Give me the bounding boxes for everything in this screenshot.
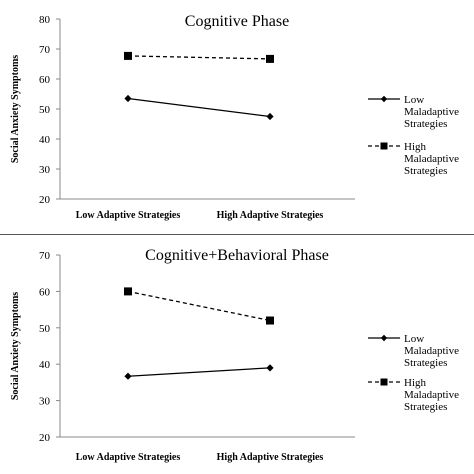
series-line-2: [127, 55, 271, 60]
y-tick-label: 20: [39, 194, 51, 206]
chart-panel-1: Cognitive Phase 20 30 40 50 60 70 80 Social Anxi…: [10, 13, 459, 221]
legend-marker-square: [380, 378, 388, 386]
legend-label: Strategies: [404, 118, 447, 130]
legend-label: Maladaptive: [404, 345, 459, 357]
legend-label: High: [404, 141, 427, 153]
legend-marker-diamond: [380, 334, 388, 342]
y-tick-label: 40: [39, 359, 51, 371]
legend-label: Maladaptive: [404, 106, 459, 118]
series-line-1: [127, 367, 271, 377]
data-point-square: [266, 54, 274, 63]
data-point-square: [124, 51, 132, 60]
y-tick-label: 60: [39, 74, 51, 86]
y-tick-label: 20: [39, 432, 51, 444]
legend-label: Maladaptive: [404, 153, 459, 165]
y-axis-label: Social Anxiety Symptoms: [10, 55, 21, 163]
legend-marker-square: [380, 142, 388, 150]
panel-divider: [0, 234, 474, 235]
y-tick-label: 50: [39, 104, 51, 116]
data-point-diamond: [124, 94, 132, 103]
legend-label: Strategies: [404, 401, 447, 413]
legend-label: High: [404, 377, 427, 389]
data-point-diamond: [124, 372, 132, 380]
legend-label: Low: [404, 94, 424, 106]
data-point-diamond: [266, 112, 274, 121]
series-line-1: [127, 97, 271, 118]
y-tick-label: 30: [39, 396, 51, 408]
data-point-square: [266, 316, 274, 325]
y-tick-label: 70: [39, 44, 51, 56]
data-point-square: [124, 287, 132, 296]
y-axis-label: Social Anxiety Symptoms: [10, 292, 21, 400]
legend-label: Maladaptive: [404, 389, 459, 401]
chart-title: Cognitive Phase: [185, 13, 289, 30]
y-tick-label: 40: [39, 134, 51, 146]
chart-panel-2: Cognitive+Behavioral Phase 20 30 40 50 60 70 So…: [10, 247, 459, 463]
y-tick-label: 70: [39, 250, 51, 262]
legend-label: Strategies: [404, 357, 447, 369]
x-tick-label: High Adaptive Strategies: [217, 452, 324, 463]
x-tick-label: Low Adaptive Strategies: [76, 210, 181, 221]
legend-label: Strategies: [404, 165, 447, 177]
y-tick-label: 50: [39, 323, 51, 335]
chart-title: Cognitive+Behavioral Phase: [145, 247, 329, 264]
y-tick-label: 60: [39, 286, 51, 298]
legend-label: Low: [404, 333, 424, 345]
y-tick-label: 30: [39, 164, 51, 176]
data-point-diamond: [266, 364, 274, 372]
x-tick-label: Low Adaptive Strategies: [76, 452, 181, 463]
series-line-2: [127, 290, 271, 322]
legend-marker-diamond: [380, 95, 388, 103]
y-tick-label: 80: [39, 14, 51, 26]
x-tick-label: High Adaptive Strategies: [217, 210, 324, 221]
